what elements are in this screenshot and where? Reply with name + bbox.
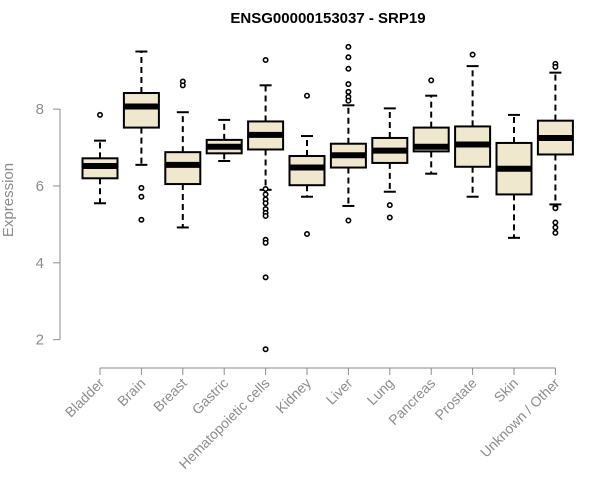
outlier-point bbox=[262, 56, 269, 63]
box-lung bbox=[371, 107, 409, 221]
outlier-point bbox=[469, 51, 476, 58]
y-tick-label: 2 bbox=[36, 332, 44, 349]
box-gastric bbox=[205, 118, 243, 163]
outlier-point bbox=[345, 54, 352, 61]
outlier-point bbox=[262, 239, 269, 246]
outlier-point bbox=[552, 229, 559, 236]
box-bladder bbox=[81, 111, 119, 205]
outlier-point bbox=[552, 224, 559, 231]
x-category-label: Prostate bbox=[432, 375, 480, 423]
box-iqr bbox=[164, 151, 202, 186]
y-axis-label: Expression bbox=[0, 163, 17, 237]
box-hematopoietic-cells bbox=[247, 56, 285, 353]
outlier-point bbox=[303, 230, 310, 237]
box-skin bbox=[495, 113, 533, 239]
outlier-point bbox=[138, 184, 145, 191]
outlier-point bbox=[138, 216, 145, 223]
x-category-label: Brain bbox=[114, 375, 148, 409]
outlier-point bbox=[179, 82, 186, 89]
outlier-point bbox=[552, 205, 559, 212]
x-category-label: Bladder bbox=[62, 375, 108, 421]
box-pancreas bbox=[412, 77, 450, 175]
box-brain bbox=[122, 50, 160, 223]
box-iqr bbox=[288, 155, 326, 187]
outlier-point bbox=[386, 214, 393, 221]
outlier-point bbox=[552, 219, 559, 226]
chart-title: ENSG00000153037 - SRP19 bbox=[230, 10, 425, 27]
outlier-point bbox=[386, 202, 393, 209]
box-unknown-other bbox=[536, 60, 574, 236]
y-tick-label: 4 bbox=[36, 255, 44, 272]
outlier-point bbox=[345, 43, 352, 50]
box-prostate bbox=[454, 51, 492, 198]
outlier-point bbox=[345, 65, 352, 72]
outlier-point bbox=[303, 92, 310, 99]
outlier-point bbox=[345, 81, 352, 88]
box-iqr bbox=[122, 92, 160, 129]
y-axis: 2 4 6 8 bbox=[36, 101, 61, 349]
outlier-point bbox=[262, 191, 269, 198]
x-category-label: Lung bbox=[364, 375, 397, 408]
outlier-point bbox=[428, 77, 435, 84]
x-category-label: Kidney bbox=[273, 375, 315, 417]
x-category-label: Unknown / Other bbox=[477, 375, 563, 461]
outlier-point bbox=[345, 217, 352, 224]
x-category-label: Skin bbox=[491, 375, 522, 406]
outlier-point bbox=[262, 186, 269, 193]
outlier-point bbox=[552, 63, 559, 70]
outlier-point bbox=[262, 274, 269, 281]
outlier-point bbox=[262, 212, 269, 219]
x-category-label: Liver bbox=[323, 375, 356, 408]
box-breast bbox=[164, 78, 202, 229]
outlier-point bbox=[345, 97, 352, 104]
outlier-point bbox=[262, 346, 269, 353]
outlier-point bbox=[138, 193, 145, 200]
outlier-point bbox=[345, 88, 352, 95]
box-kidney bbox=[288, 92, 326, 237]
outlier-point bbox=[97, 111, 104, 118]
y-tick-label: 6 bbox=[36, 178, 44, 195]
y-tick-label: 8 bbox=[36, 101, 44, 118]
x-category-label: Breast bbox=[150, 375, 190, 415]
outlier-point bbox=[262, 200, 269, 207]
box-liver bbox=[329, 43, 367, 224]
boxes-layer bbox=[81, 43, 574, 353]
